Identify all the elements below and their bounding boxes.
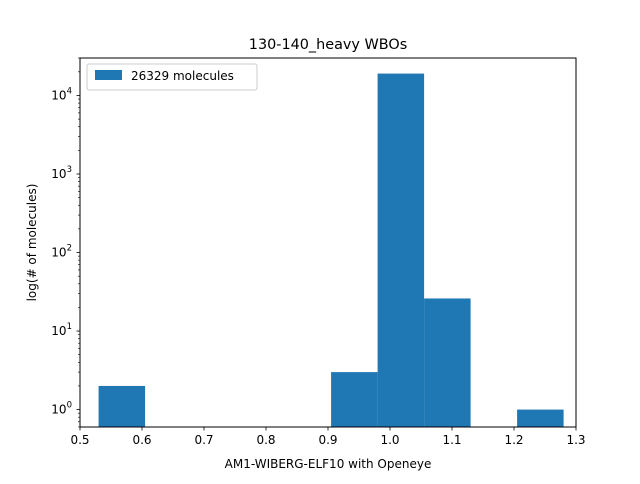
legend-swatch [95, 70, 122, 80]
y-tick-label-4: 104 [51, 86, 72, 102]
legend: 26329 molecules [86, 63, 258, 91]
y-axis-ticks: 100 101 102 103 104 [51, 57, 80, 428]
x-axis-label: AM1-WIBERG-ELF10 with Openeye [225, 457, 432, 471]
histogram-bar-6 [377, 73, 425, 427]
x-tick-label-6: 1.1 [442, 433, 461, 447]
bars-group [98, 73, 564, 427]
legend-entry-label: 26329 molecules [131, 69, 234, 83]
histogram-bar-5 [331, 372, 378, 427]
y-axis-label: log(# of molecules) [25, 184, 39, 302]
y-tick-label-0: 100 [51, 401, 72, 417]
y-tick-label-2: 102 [51, 244, 72, 260]
x-axis-ticks: 0.5 0.6 0.7 0.8 0.9 1.0 1.1 1.2 1.3 [70, 427, 586, 447]
y-tick-label-1: 101 [51, 322, 72, 338]
x-tick-label-5: 1.0 [380, 433, 399, 447]
x-tick-label-1: 0.6 [132, 433, 151, 447]
chart-title: 130-140_heavy WBOs [249, 37, 407, 53]
histogram-bar-7 [424, 298, 471, 427]
x-tick-label-7: 1.2 [504, 433, 523, 447]
x-tick-label-2: 0.7 [194, 433, 213, 447]
histogram-bar-9 [517, 409, 564, 427]
x-tick-label-8: 1.3 [566, 433, 585, 447]
x-tick-label-3: 0.8 [256, 433, 275, 447]
y-tick-label-3: 103 [51, 165, 72, 181]
x-tick-label-0: 0.5 [70, 433, 89, 447]
legend-box [86, 63, 258, 91]
x-tick-label-4: 0.9 [318, 433, 337, 447]
histogram-bar-0 [98, 385, 146, 427]
